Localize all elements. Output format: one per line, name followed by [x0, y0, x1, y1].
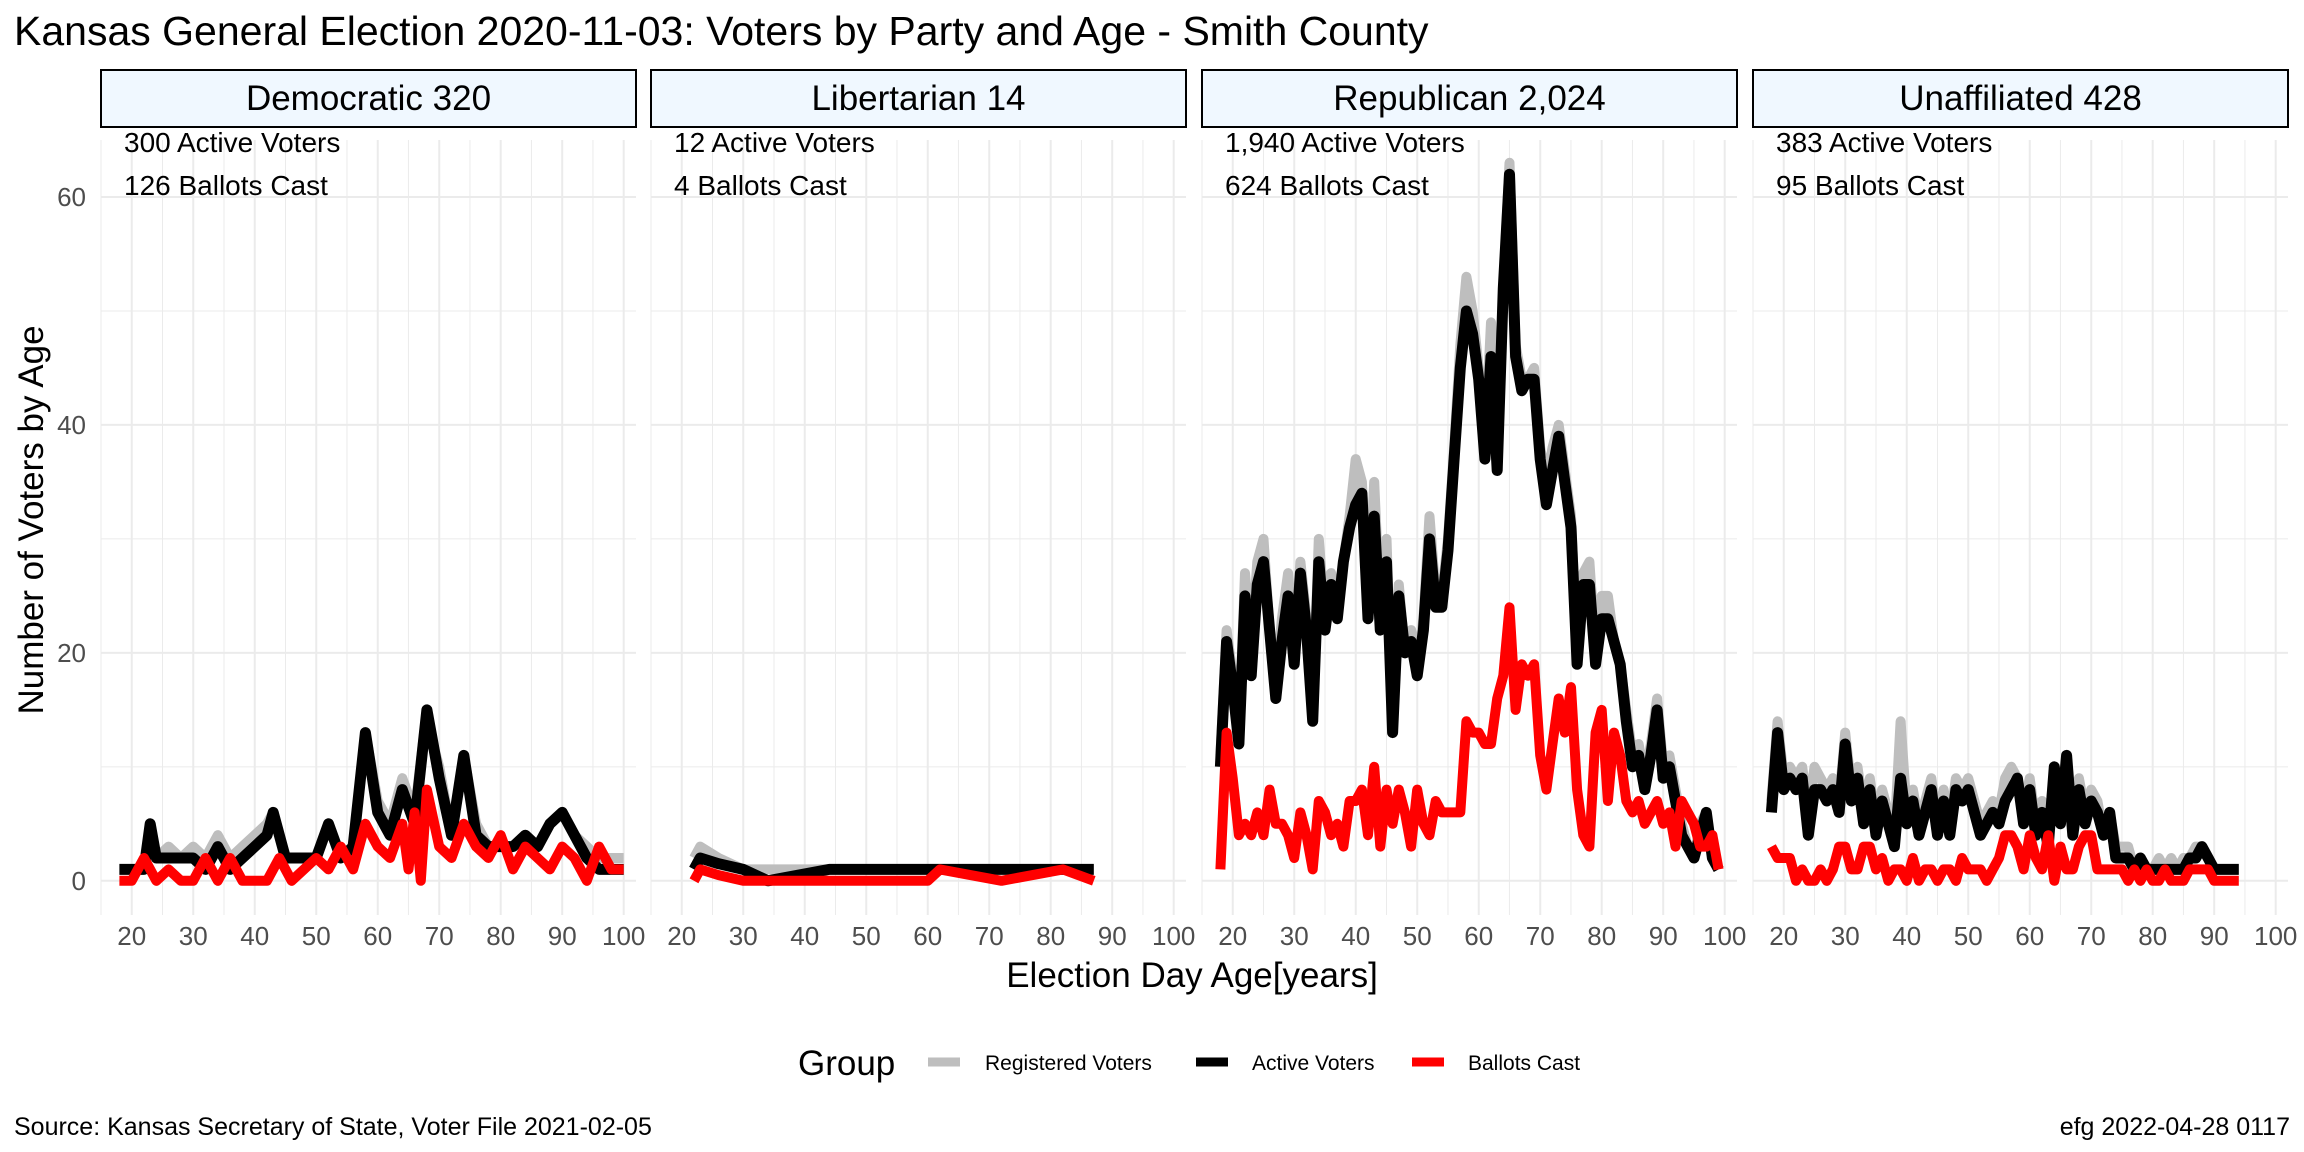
- x-tick-label: 90: [548, 921, 577, 951]
- series-line-ballots: [119, 784, 624, 886]
- x-tick-label: 60: [363, 921, 392, 951]
- x-tick-label: 20: [117, 921, 146, 951]
- x-tick-label: 30: [179, 921, 208, 951]
- series-line-ballots: [689, 864, 1096, 886]
- legend-label-ballots: Ballots Cast: [1468, 1052, 1580, 1075]
- legend: Group Registered Voters Active Voters Ba…: [798, 1044, 1580, 1083]
- facet-strip-label: Republican 2,024: [1333, 79, 1605, 118]
- panel-annotation: 95 Ballots Cast: [1776, 170, 1965, 201]
- x-tick-label: 100: [1703, 921, 1746, 951]
- panel-annotation: 1,940 Active Voters: [1225, 127, 1465, 158]
- legend-label-registered: Registered Voters: [985, 1052, 1152, 1075]
- panel-annotation: 126 Ballots Cast: [124, 170, 328, 201]
- panel-0: Democratic 320 300 Active Voters 126 Ballo…: [100, 69, 645, 951]
- x-tick-label: 30: [1280, 921, 1309, 951]
- x-tick-label: 50: [302, 921, 331, 951]
- x-tick-label: 50: [852, 921, 881, 951]
- y-tick-label: 0: [72, 866, 86, 896]
- y-tick-label: 60: [57, 182, 86, 212]
- y-tick-label: 40: [57, 410, 86, 440]
- y-axis-title: Number of Voters by Age: [12, 325, 51, 714]
- x-tick-label: 60: [1464, 921, 1493, 951]
- facet-panels: Democratic 320 300 Active Voters 126 Ballo…: [100, 69, 2297, 951]
- x-tick-label: 80: [2138, 921, 2167, 951]
- panel-annotation: 4 Ballots Cast: [674, 170, 847, 201]
- series-line-ballots: [1215, 602, 1724, 875]
- facet-strip: [100, 69, 637, 128]
- panel-annotation: 12 Active Voters: [674, 127, 875, 158]
- x-tick-label: 100: [2254, 921, 2297, 951]
- facet-strip: [1201, 69, 1738, 128]
- x-tick-label: 100: [602, 921, 645, 951]
- x-tick-label: 80: [486, 921, 515, 951]
- facet-strip-label: Libertarian 14: [811, 79, 1025, 118]
- panel-annotation: 300 Active Voters: [124, 127, 340, 158]
- y-axis: 0 20 40 60: [57, 182, 86, 896]
- x-tick-label: 30: [1831, 921, 1860, 951]
- series-line-active: [1214, 168, 1724, 873]
- x-axis-title: Election Day Age[years]: [1006, 956, 1378, 995]
- x-tick-label: 90: [1098, 921, 1127, 951]
- x-tick-label: 30: [729, 921, 758, 951]
- date-caption: efg 2022-04-28 0117: [2060, 1113, 2290, 1141]
- x-tick-label: 40: [1341, 921, 1370, 951]
- chart-title: Kansas General Election 2020-11-03: Vote…: [14, 8, 1429, 54]
- facet-strip: [650, 69, 1187, 128]
- facet-strip-label: Unaffiliated 428: [1899, 79, 2142, 118]
- series-line-ballots: [1767, 830, 2239, 886]
- x-tick-label: 100: [1152, 921, 1195, 951]
- facet-strip-label: Democratic 320: [246, 79, 491, 118]
- x-tick-label: 80: [1036, 921, 1065, 951]
- panel-annotation: 624 Ballots Cast: [1225, 170, 1429, 201]
- x-tick-label: 60: [913, 921, 942, 951]
- panel-annotation: 383 Active Voters: [1776, 127, 1992, 158]
- legend-label-active: Active Voters: [1252, 1052, 1375, 1075]
- x-tick-label: 70: [1526, 921, 1555, 951]
- legend-title: Group: [798, 1044, 895, 1083]
- facet-strip: [1752, 69, 2289, 128]
- series-line-active: [119, 704, 624, 875]
- x-tick-label: 90: [2200, 921, 2229, 951]
- panel-1: Libertarian 14 12 Active Voters 4 Ballots …: [650, 69, 1195, 951]
- y-tick-label: 20: [57, 638, 86, 668]
- x-tick-label: 60: [2015, 921, 2044, 951]
- x-tick-label: 20: [1218, 921, 1247, 951]
- series-line-active: [689, 852, 1094, 887]
- panel-2: Republican 2,024 1,940 Active Voters 624 B…: [1201, 69, 1746, 951]
- x-tick-label: 90: [1649, 921, 1678, 951]
- x-tick-label: 50: [1954, 921, 1983, 951]
- x-tick-label: 80: [1587, 921, 1616, 951]
- panel-3: Unaffiliated 428 383 Active Voters 95 Ball…: [1752, 69, 2297, 951]
- x-tick-label: 70: [2077, 921, 2106, 951]
- x-tick-label: 50: [1403, 921, 1432, 951]
- x-tick-label: 20: [1769, 921, 1798, 951]
- x-tick-label: 40: [1892, 921, 1921, 951]
- x-tick-label: 20: [667, 921, 696, 951]
- source-caption: Source: Kansas Secretary of State, Voter…: [14, 1113, 652, 1141]
- x-tick-label: 70: [975, 921, 1004, 951]
- x-tick-label: 70: [425, 921, 454, 951]
- x-tick-label: 40: [240, 921, 269, 951]
- x-tick-label: 40: [790, 921, 819, 951]
